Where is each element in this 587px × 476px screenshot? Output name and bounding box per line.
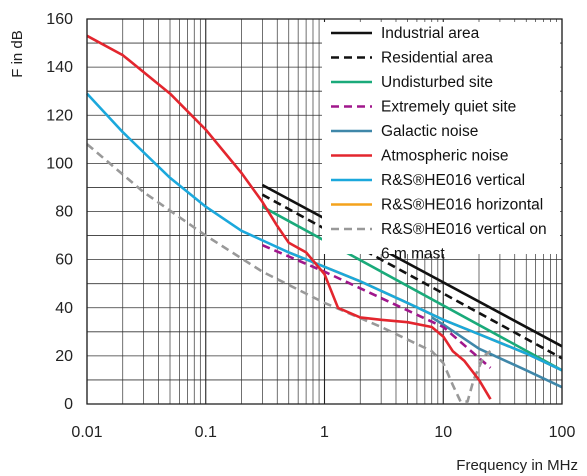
legend-box [322, 22, 560, 254]
legend-label-r-s-he016-vertical-on-6-m-mast: R&S®HE016 vertical on [381, 221, 547, 238]
plot-frame [86, 18, 563, 405]
y-tick-label: 60 [55, 252, 73, 269]
y-tick-label: 80 [55, 204, 73, 221]
legend-label-industrial-area: Industrial area [381, 25, 480, 42]
y-tick-label: 140 [46, 59, 73, 76]
x-tick-label: 1 [320, 424, 329, 441]
legend-label-r-s-he016-horizontal: R&S®HE016 horizontal [381, 197, 543, 214]
legend-label-residential-area: Residential area [381, 50, 493, 67]
series-line-r-s-he016-vertical [86, 92, 563, 372]
legend-label-undisturbed-site: Undisturbed site [381, 74, 493, 91]
series-line-extremely-quiet-site [261, 244, 492, 369]
series-line-galactic-noise [431, 316, 563, 389]
series-line-atmospheric-noise [86, 34, 492, 400]
y-tick-label: 100 [46, 155, 73, 172]
x-tick-label: 0.1 [195, 424, 217, 441]
legend-label-r-s-he016-vertical-on-6-m-mast: 6 m mast [381, 246, 445, 263]
y-tick-labels: 0 20 40 60 80 100 120 140 160 [46, 11, 73, 413]
y-tick-label: 160 [46, 11, 73, 28]
y-tick-label: 120 [46, 107, 73, 124]
x-tick-label: 0.01 [71, 424, 102, 441]
y-tick-label: 20 [55, 348, 73, 365]
y-axis-title: F in dB [9, 30, 26, 78]
series-line-residential-area [261, 193, 563, 360]
x-tick-labels: 0.01 0.1 1 10 100 [71, 424, 575, 441]
legend-label-atmospheric-noise: Atmospheric noise [381, 148, 509, 165]
x-axis-title: Frequency in MHz [456, 457, 578, 474]
series-lines [86, 34, 563, 403]
series-line-undisturbed-site [261, 205, 563, 372]
x-tick-label: 10 [434, 424, 452, 441]
legend: Industrial area Residential area Undisturb… [331, 25, 547, 263]
legend-label-r-s-he016-vertical: R&S®HE016 vertical [381, 172, 525, 189]
x-tick-label: 100 [549, 424, 576, 441]
y-tick-label: 0 [64, 396, 73, 413]
legend-label-galactic-noise: Galactic noise [381, 123, 478, 140]
legend-label-extremely-quiet-site: Extremely quiet site [381, 99, 516, 116]
series-line-industrial-area [261, 183, 563, 348]
y-tick-label: 40 [55, 300, 73, 317]
series-line-r-s-he016-vertical-on-6-m-mast [86, 143, 492, 403]
